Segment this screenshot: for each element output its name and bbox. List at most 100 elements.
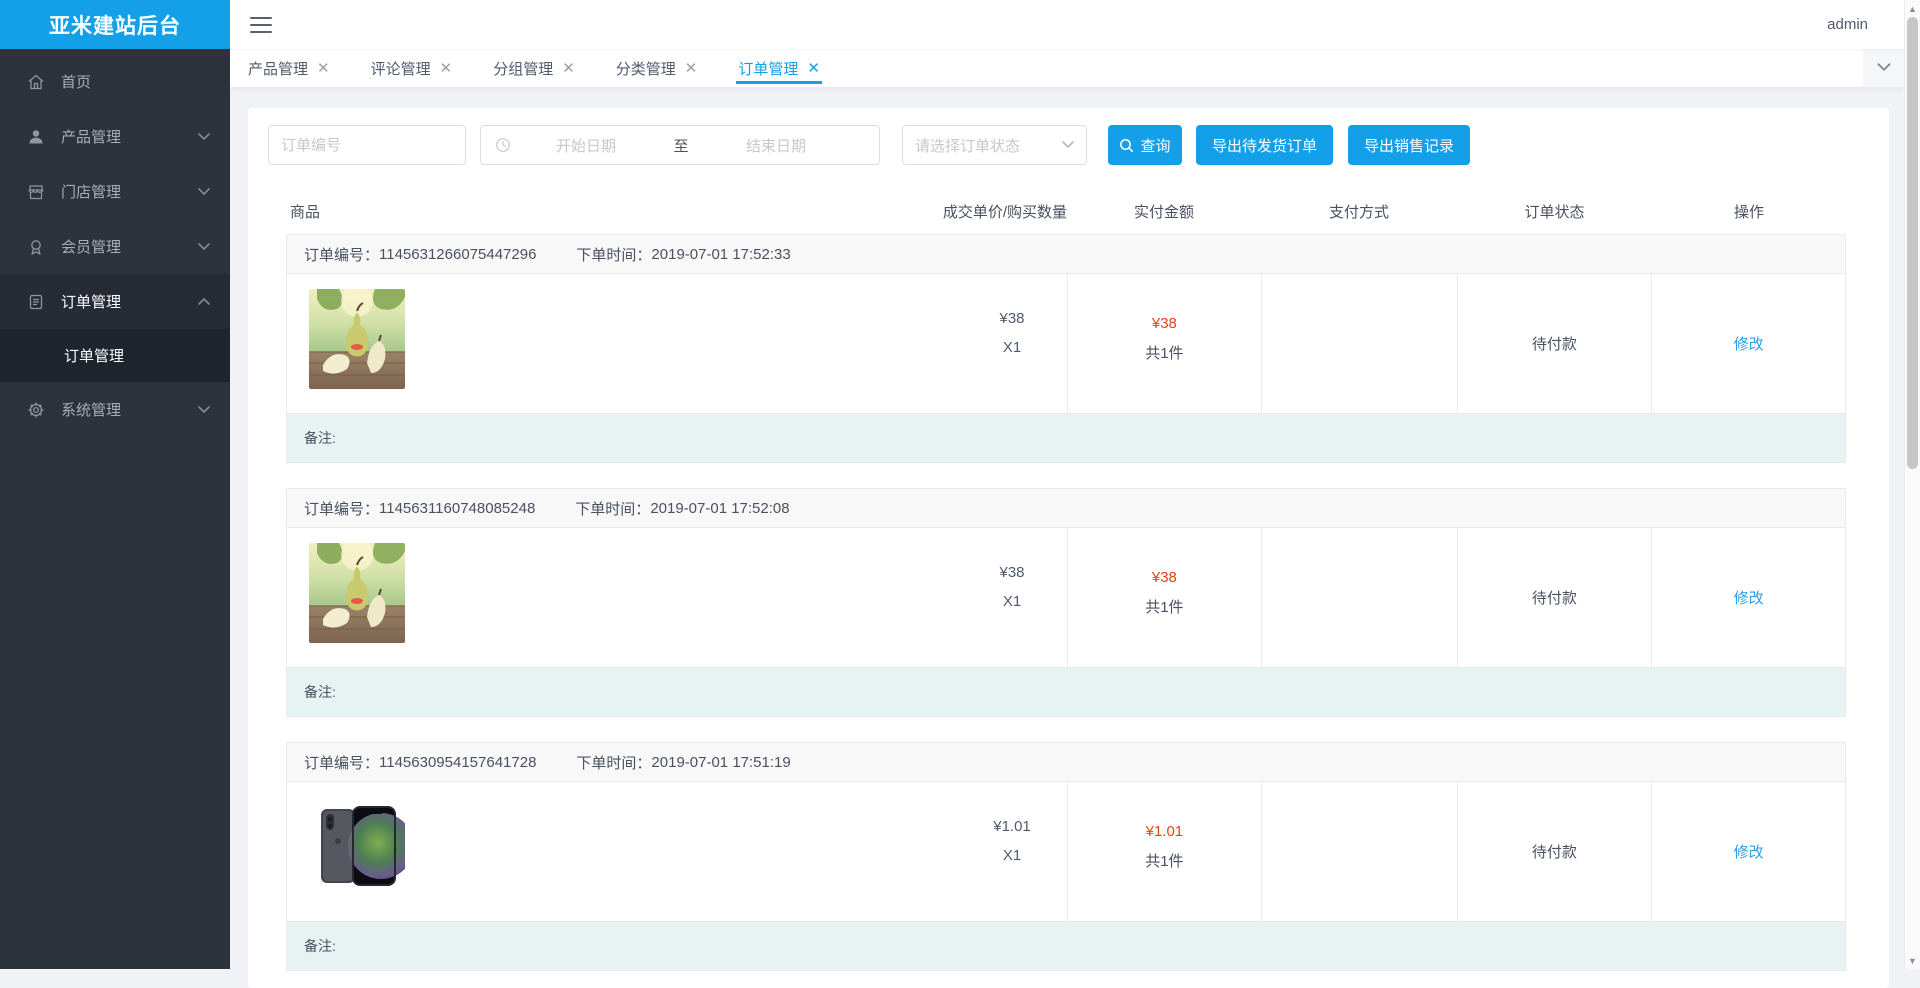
chevron-down-icon bbox=[198, 405, 210, 414]
close-icon[interactable]: ✕ bbox=[562, 59, 575, 77]
close-icon[interactable]: ✕ bbox=[317, 59, 330, 77]
order-time-label: 下单时间： bbox=[576, 754, 652, 772]
sidebar-item-system[interactable]: 系统管理 bbox=[0, 382, 230, 437]
scroll-down-arrow-icon[interactable]: ▼ bbox=[1908, 955, 1917, 966]
order-row: ¥38 X1 ¥38 共1件 待付款 修改 bbox=[287, 274, 1845, 413]
badge-icon bbox=[26, 237, 46, 257]
scrollbar-thumb[interactable] bbox=[1907, 17, 1918, 469]
scroll-up-arrow-icon[interactable]: ▲ bbox=[1908, 3, 1917, 14]
sidebar-item-label: 订单管理 bbox=[61, 294, 122, 311]
chevron-down-icon bbox=[198, 132, 210, 141]
tab-group-management[interactable]: 分组管理 ✕ bbox=[493, 49, 575, 87]
quantity: X1 bbox=[1002, 593, 1022, 610]
payment-method bbox=[1260, 274, 1457, 413]
sidebar-item-home[interactable]: 首页 bbox=[0, 54, 230, 109]
sidebar-item-label: 首页 bbox=[61, 74, 92, 91]
search-icon bbox=[1119, 138, 1134, 153]
order-no-label: 订单编号： bbox=[304, 754, 380, 772]
close-icon[interactable]: ✕ bbox=[439, 59, 453, 77]
order-row: ¥38 X1 ¥38 共1件 待付款 修改 bbox=[287, 528, 1845, 667]
order-no-label: 订单编号： bbox=[304, 246, 380, 264]
order-management-panel: 开始日期 至 结束日期 请选择订单状态 查询 导出待发货订单 导出销售记录 商品… bbox=[248, 108, 1889, 988]
order-group: 订单编号： 1145631160748085248 下单时间： 2019-07-… bbox=[286, 488, 1846, 717]
open-tabs-bar: 产品管理 ✕ 评论管理 ✕ 分组管理 ✕ 分类管理 ✕ 订单管理 ✕ bbox=[230, 49, 1904, 88]
header-payment-method: 支付方式 bbox=[1328, 203, 1389, 221]
total-pieces: 共1件 bbox=[1145, 598, 1184, 616]
quantity: X1 bbox=[1002, 847, 1022, 864]
modify-link[interactable]: 修改 bbox=[1733, 336, 1764, 353]
order-no-value: 1145631266075447296 bbox=[379, 245, 537, 263]
chevron-up-icon bbox=[198, 297, 210, 306]
gear-icon bbox=[26, 400, 46, 420]
modify-link[interactable]: 修改 bbox=[1733, 590, 1764, 607]
order-time-value: 2019-07-01 17:52:08 bbox=[650, 499, 790, 517]
home-icon bbox=[26, 72, 46, 92]
modify-link[interactable]: 修改 bbox=[1733, 844, 1764, 861]
total-pieces: 共1件 bbox=[1145, 852, 1184, 870]
order-group-header: 订单编号： 1145631160748085248 下单时间： 2019-07-… bbox=[287, 489, 1845, 528]
tab-label: 产品管理 bbox=[248, 60, 309, 78]
select-placeholder: 请选择订单状态 bbox=[915, 137, 1021, 155]
orders-table-header: 商品 成交单价/购买数量 实付金额 支付方式 订单状态 操作 bbox=[286, 188, 1846, 234]
header-paid-amount: 实付金额 bbox=[1133, 203, 1194, 221]
current-user[interactable]: admin bbox=[1827, 16, 1868, 33]
close-icon[interactable]: ✕ bbox=[807, 59, 820, 77]
order-group: 订单编号： 1145631266075447296 下单时间： 2019-07-… bbox=[286, 234, 1846, 463]
vertical-scrollbar[interactable]: ▲ ▼ bbox=[1904, 0, 1920, 969]
payment-method bbox=[1260, 528, 1457, 667]
filter-toolbar: 开始日期 至 结束日期 请选择订单状态 查询 导出待发货订单 导出销售记录 bbox=[268, 125, 1869, 165]
sidebar-subitem-order-management[interactable]: 订单管理 bbox=[0, 329, 230, 382]
tab-comment-management[interactable]: 评论管理 ✕ bbox=[371, 49, 453, 87]
total-pieces: 共1件 bbox=[1145, 344, 1184, 362]
sidebar-menu: 首页 产品管理 门店管理 会员管理 bbox=[0, 49, 230, 437]
end-date-placeholder: 结束日期 bbox=[745, 137, 806, 155]
order-time-label: 下单时间： bbox=[576, 246, 652, 264]
sidebar-item-label: 门店管理 bbox=[61, 184, 122, 201]
order-row: ¥1.01 X1 ¥1.01 共1件 待付款 修改 bbox=[287, 782, 1845, 921]
sidebar-item-label: 产品管理 bbox=[61, 129, 122, 146]
paid-amount: ¥38 bbox=[1151, 314, 1177, 332]
order-time-value: 2019-07-01 17:51:19 bbox=[651, 753, 791, 771]
chevron-down-icon bbox=[1062, 141, 1074, 149]
payment-method bbox=[1260, 782, 1457, 921]
order-time-value: 2019-07-01 17:52:33 bbox=[651, 245, 791, 263]
sidebar-item-orders[interactable]: 订单管理 bbox=[0, 274, 230, 329]
paid-amount: ¥38 bbox=[1151, 568, 1177, 586]
tab-label: 评论管理 bbox=[370, 60, 431, 78]
order-group-header: 订单编号： 1145631266075447296 下单时间： 2019-07-… bbox=[287, 235, 1845, 274]
tabs-dropdown-button[interactable] bbox=[1863, 49, 1904, 87]
hamburger-menu-icon[interactable] bbox=[250, 16, 272, 33]
search-button[interactable]: 查询 bbox=[1108, 125, 1182, 165]
header-order-status: 订单状态 bbox=[1524, 203, 1585, 221]
unit-price: ¥38 bbox=[999, 564, 1025, 581]
order-number-input[interactable] bbox=[268, 125, 466, 165]
order-no-label: 订单编号： bbox=[304, 500, 380, 518]
order-status: 待付款 bbox=[1456, 528, 1652, 667]
tab-order-management[interactable]: 订单管理 ✕ bbox=[736, 49, 822, 87]
close-icon[interactable]: ✕ bbox=[684, 59, 698, 77]
sidebar-group-orders: 订单管理 订单管理 bbox=[0, 274, 230, 382]
unit-price: ¥38 bbox=[999, 310, 1025, 327]
date-range-picker[interactable]: 开始日期 至 结束日期 bbox=[480, 125, 880, 165]
tab-category-management[interactable]: 分类管理 ✕ bbox=[616, 49, 698, 87]
sidebar-item-stores[interactable]: 门店管理 bbox=[0, 164, 230, 219]
chevron-down-icon bbox=[1876, 59, 1891, 77]
tab-product-management[interactable]: 产品管理 ✕ bbox=[248, 49, 330, 87]
quantity: X1 bbox=[1002, 339, 1022, 356]
search-button-label: 查询 bbox=[1140, 137, 1171, 155]
order-no-value: 1145631160748085248 bbox=[379, 499, 536, 517]
order-remark: 备注: bbox=[287, 413, 1845, 462]
tab-label: 订单管理 bbox=[738, 60, 799, 78]
export-sales-records-button[interactable]: 导出销售记录 bbox=[1348, 125, 1471, 165]
order-status-select[interactable]: 请选择订单状态 bbox=[902, 125, 1087, 165]
top-header: admin bbox=[230, 0, 1904, 49]
order-time-label: 下单时间： bbox=[575, 500, 651, 518]
sidebar-item-products[interactable]: 产品管理 bbox=[0, 109, 230, 164]
header-product: 商品 bbox=[290, 203, 321, 221]
chevron-down-icon bbox=[198, 187, 210, 196]
order-remark: 备注: bbox=[287, 667, 1845, 716]
sidebar-item-members[interactable]: 会员管理 bbox=[0, 219, 230, 274]
export-pending-orders-button[interactable]: 导出待发货订单 bbox=[1196, 125, 1334, 165]
sidebar-item-label: 会员管理 bbox=[61, 239, 122, 256]
order-doc-icon bbox=[26, 292, 46, 312]
